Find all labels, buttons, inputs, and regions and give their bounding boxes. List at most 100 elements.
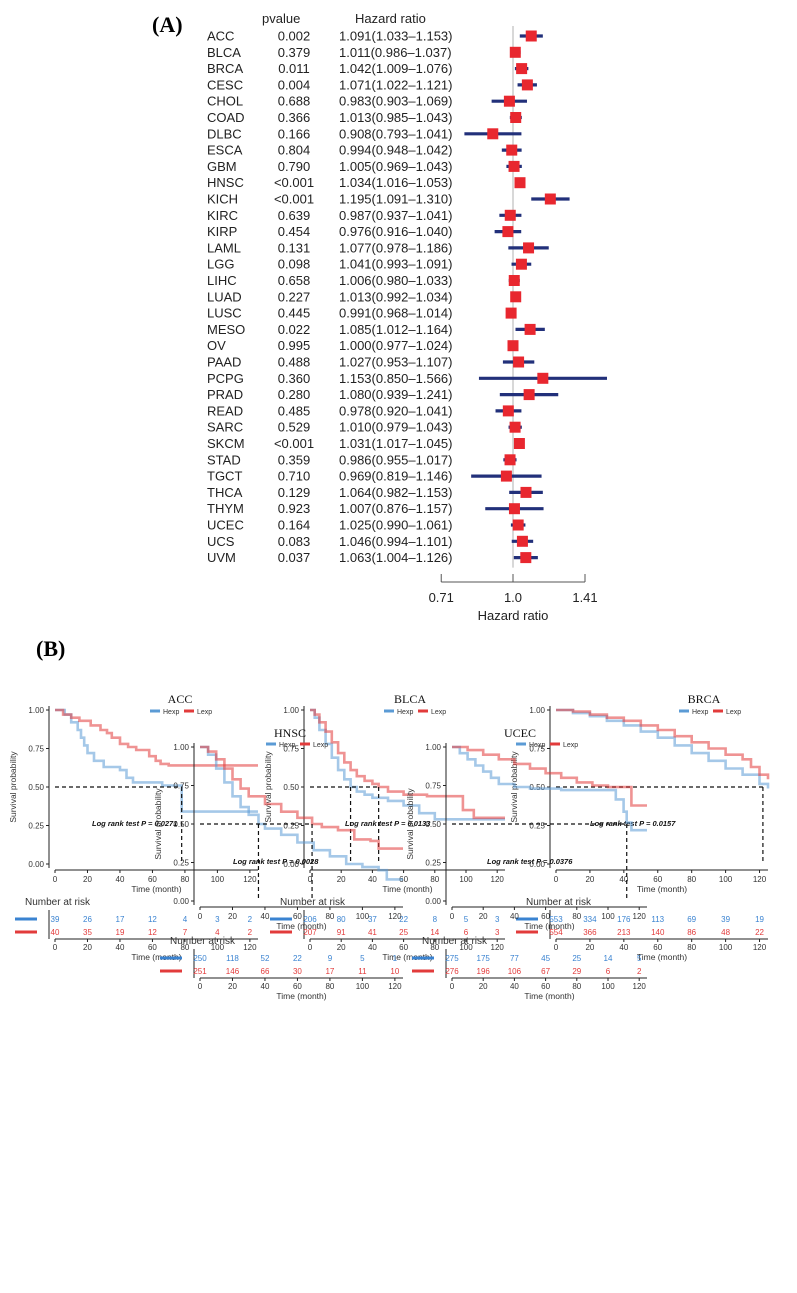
- row-pvalue: 0.995: [278, 338, 311, 353]
- row-pvalue: 0.454: [278, 224, 311, 239]
- x-axis-label: Time (month): [637, 884, 687, 894]
- risk-x-axis-label: Time (month): [276, 991, 326, 1001]
- y-tick-label: 0.75: [283, 745, 299, 754]
- row-label: GBM: [207, 159, 237, 174]
- legend-label-hexp: Hexp: [279, 742, 295, 749]
- legend-label-lexp: Lexp: [431, 709, 446, 716]
- row-pvalue: 0.004: [278, 77, 311, 92]
- forest-plot: pvalue Hazard ratio ACC 0.002 1.091(1.033–1.…: [207, 11, 607, 623]
- x-tick-label: 60: [399, 875, 408, 884]
- row-hr: 1.005(0.969–1.043): [339, 159, 452, 174]
- row-label: PAAD: [207, 355, 241, 370]
- row-pvalue: 0.790: [278, 159, 311, 174]
- row-pvalue: 0.022: [278, 322, 311, 337]
- x-tick-label: 120: [633, 912, 647, 921]
- logrank-text: Log rank test P = 0.0271: [92, 819, 177, 828]
- row-label: UVM: [207, 550, 236, 565]
- risk-x-tick-label: 100: [211, 943, 225, 952]
- risk-lexp-value: 146: [226, 967, 240, 976]
- y-tick-label: 0.75: [529, 745, 545, 754]
- x-tick-label: 20: [337, 875, 346, 884]
- risk-hexp-value: 206: [303, 915, 317, 924]
- row-pvalue: <0.001: [274, 175, 314, 190]
- x-tick-label: 20: [83, 875, 92, 884]
- row-hr: 1.000(0.977–1.024): [339, 338, 452, 353]
- row-pvalue: 0.083: [278, 534, 311, 549]
- hr-box: [523, 242, 535, 254]
- hr-box: [513, 438, 525, 449]
- risk-lexp-value: 17: [325, 967, 334, 976]
- row-pvalue: 0.360: [278, 371, 311, 386]
- row-pvalue: 0.280: [278, 387, 311, 402]
- risk-lexp-value: 41: [368, 928, 377, 937]
- row-pvalue: 0.002: [278, 29, 311, 44]
- risk-lexp-value: 29: [572, 967, 581, 976]
- y-tick-label: 0.00: [28, 860, 44, 869]
- row-pvalue: 0.379: [278, 45, 311, 60]
- y-axis-label: Survival probability: [153, 788, 163, 860]
- row-pvalue: 0.131: [278, 240, 311, 255]
- y-tick-label: 0.25: [529, 822, 545, 831]
- row-hr: 1.195(1.091–1.310): [339, 192, 452, 207]
- risk-x-tick-label: 100: [719, 943, 733, 952]
- km-curve-hexp: [55, 708, 258, 813]
- hr-box: [516, 535, 528, 547]
- x-tick-label: 1.0: [504, 590, 522, 605]
- km-curve-lexp: [200, 745, 403, 850]
- row-hr: 1.011(0.986–1.037): [339, 45, 452, 60]
- row-hr: 1.046(0.994–1.101): [339, 534, 452, 549]
- legend-label-hexp: Hexp: [163, 709, 179, 716]
- row-hr: 0.978(0.920–1.041): [339, 403, 452, 418]
- row-label: TGCT: [207, 469, 242, 484]
- hr-box: [505, 307, 517, 319]
- row-pvalue: 0.011: [278, 61, 310, 76]
- km-curve-lexp: [556, 708, 770, 780]
- risk-hexp-value: 118: [226, 954, 239, 963]
- km-title: UCEC: [504, 726, 536, 740]
- risk-title: Number at risk: [25, 897, 91, 908]
- risk-title: Number at risk: [526, 897, 592, 908]
- risk-lexp-value: 3: [495, 928, 500, 937]
- risk-x-tick-label: 0: [198, 982, 203, 991]
- row-label: PRAD: [207, 387, 243, 402]
- row-hr: 1.025(0.990–1.061): [339, 518, 452, 533]
- row-hr: 1.041(0.993–1.091): [339, 257, 452, 272]
- risk-title: Number at risk: [170, 936, 236, 947]
- x-tick-label: 40: [619, 875, 628, 884]
- risk-lexp-value: 2: [248, 928, 253, 937]
- y-tick-label: 0.75: [425, 782, 441, 791]
- row-label: ACC: [207, 29, 234, 44]
- risk-lexp-value: 67: [541, 967, 550, 976]
- x-tick-label: 20: [479, 912, 488, 921]
- row-hr: 1.013(0.985–1.043): [339, 110, 452, 125]
- hr-box: [509, 421, 521, 433]
- km-title: HNSC: [274, 726, 306, 740]
- row-pvalue: 0.688: [278, 94, 311, 109]
- row-pvalue: 0.129: [278, 485, 311, 500]
- risk-hexp-value: 22: [293, 954, 302, 963]
- risk-lexp-value: 213: [617, 928, 631, 937]
- row-label: LUSC: [207, 306, 242, 321]
- row-pvalue: 0.227: [278, 289, 311, 304]
- logrank-text: Log rank test P = 0.0028: [233, 857, 319, 866]
- risk-lexp-value: 91: [337, 928, 346, 937]
- risk-x-tick-label: 40: [510, 982, 519, 991]
- y-tick-label: 0.50: [28, 783, 44, 792]
- hr-box: [504, 209, 516, 221]
- risk-x-tick-label: 0: [450, 982, 455, 991]
- y-tick-label: 0.50: [283, 783, 299, 792]
- row-pvalue: 0.164: [278, 518, 311, 533]
- hr-box: [523, 389, 535, 401]
- hr-box: [520, 486, 532, 498]
- risk-x-tick-label: 60: [399, 943, 408, 952]
- km-curve-hexp: [452, 745, 647, 832]
- row-hr: 0.976(0.916–1.040): [339, 224, 452, 239]
- row-label: UCS: [207, 534, 235, 549]
- row-pvalue: 0.359: [278, 452, 311, 467]
- km-curve-hexp: [200, 745, 403, 881]
- risk-x-tick-label: 60: [653, 943, 662, 952]
- row-label: OV: [207, 338, 226, 353]
